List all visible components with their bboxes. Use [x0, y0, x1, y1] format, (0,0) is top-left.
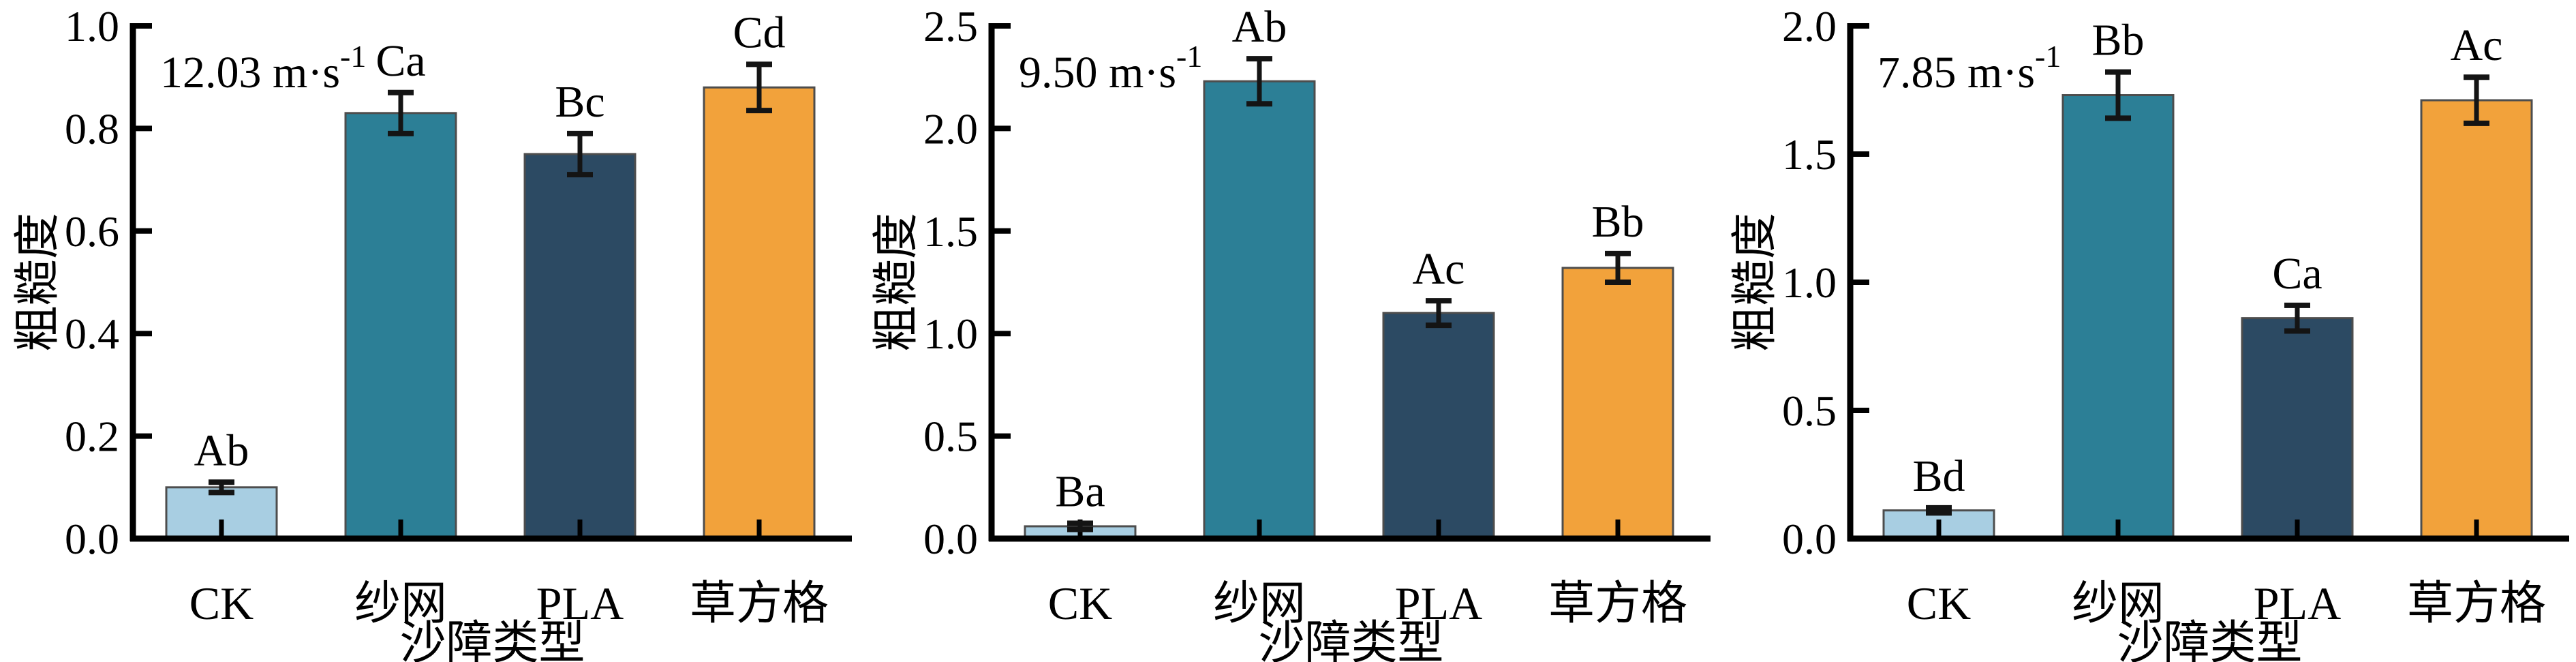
- y-axis-label: 粗糙度: [12, 213, 63, 352]
- panel-2: 0.0 0.5 1.0 1.5 2.0 2.5 Ba Ab Ac Bb CK 纱网 PLA 草方格沙障类型…: [859, 0, 1717, 662]
- sig-label-1: Ca: [375, 36, 425, 86]
- y-tick-label: 1.5: [1782, 130, 1837, 179]
- x-axis-label: 沙障类型: [399, 617, 585, 662]
- y-tick-label: 1.0: [923, 310, 978, 358]
- sig-label-3: Ac: [2451, 20, 2503, 70]
- bar-3-caofangge: [1561, 267, 1674, 540]
- sig-label-1: Ab: [1232, 2, 1287, 52]
- sig-label-2: Bc: [555, 77, 604, 127]
- bar-2-pla: [523, 153, 637, 540]
- x-axis-label: 沙障类型: [2117, 617, 2302, 662]
- y-tick-label: 0.8: [65, 104, 119, 153]
- bar-3-caofangge: [703, 86, 816, 540]
- x-tick-label-0: CK: [1048, 577, 1112, 629]
- y-tick-label: 0.2: [65, 412, 119, 461]
- y-tick-label: 2.0: [1782, 2, 1837, 50]
- sig-label-3: Bb: [1591, 197, 1644, 247]
- sig-label-3: Cd: [733, 7, 785, 57]
- panel-3: 0.0 0.5 1.0 1.5 2.0 Bd Bb Ca Ac CK 纱网 PLA 草方格沙障类型 粗糙度…: [1717, 0, 2576, 662]
- x-tick-label-3: 草方格: [2407, 577, 2546, 629]
- x-tick-label-0: CK: [1907, 577, 1971, 629]
- bar-3-caofangge: [2420, 99, 2533, 540]
- y-tick-label: 0.6: [65, 207, 119, 256]
- wind-speed-annotation: 12.03 m·s-1: [160, 39, 366, 97]
- bar-2-pla: [2241, 317, 2354, 540]
- x-tick-label-1: 纱网: [1213, 577, 1306, 629]
- y-axis-label: 粗糙度: [870, 213, 922, 352]
- y-tick-label: 0.0: [923, 515, 978, 563]
- y-tick-label: 0.0: [65, 515, 119, 563]
- panel-1-chart: 0.0 0.2 0.4 0.6 0.8 1.0 Ab Ca Bc Cd CK 纱网 PLA 草方格沙障类型…: [12, 2, 852, 662]
- panel-1: 0.0 0.2 0.4 0.6 0.8 1.0 Ab Ca Bc Cd CK 纱网 PLA 草方格沙障类型…: [0, 0, 859, 662]
- sig-label-0: Ba: [1055, 466, 1105, 516]
- sig-label-1: Bb: [2091, 16, 2144, 65]
- x-tick-label-3: 草方格: [690, 577, 829, 629]
- bar-1-shawang: [2061, 94, 2175, 540]
- x-tick-label-2: PLA: [1395, 577, 1482, 629]
- y-tick-label: 0.4: [65, 310, 119, 358]
- y-tick-label: 0.5: [1782, 387, 1837, 435]
- bar-1-shawang: [1203, 80, 1316, 540]
- x-tick-label-3: 草方格: [1548, 577, 1687, 629]
- bar-1-shawang: [344, 112, 457, 540]
- y-tick-label: 1.0: [65, 2, 119, 50]
- y-tick-label: 1.5: [923, 207, 978, 256]
- wind-speed-annotation: 7.85 m·s-1: [1877, 39, 2061, 97]
- x-tick-label-2: PLA: [536, 577, 624, 629]
- sig-label-2: Ac: [1413, 244, 1465, 294]
- y-axis-label: 粗糙度: [1729, 213, 1781, 352]
- x-axis-label: 沙障类型: [1258, 617, 1443, 662]
- panel-2-chart: 0.0 0.5 1.0 1.5 2.0 2.5 Ba Ab Ac Bb CK 纱网 PLA 草方格沙障类型…: [870, 2, 1711, 662]
- y-tick-label: 1.0: [1782, 258, 1837, 307]
- x-tick-label-1: 纱网: [354, 577, 447, 629]
- x-tick-label-0: CK: [189, 577, 254, 629]
- y-tick-label: 0.0: [1782, 515, 1837, 563]
- x-tick-label-1: 纱网: [2072, 577, 2164, 629]
- y-tick-label: 2.5: [923, 2, 978, 50]
- y-tick-label: 0.5: [923, 412, 978, 461]
- sig-label-0: Bd: [1912, 451, 1965, 501]
- sig-label-0: Ab: [194, 425, 249, 475]
- bar-2-pla: [1382, 312, 1495, 540]
- sig-label-2: Ca: [2272, 249, 2322, 299]
- wind-speed-annotation: 9.50 m·s-1: [1019, 39, 1202, 97]
- x-tick-label-2: PLA: [2254, 577, 2341, 629]
- y-tick-label: 2.0: [923, 104, 978, 153]
